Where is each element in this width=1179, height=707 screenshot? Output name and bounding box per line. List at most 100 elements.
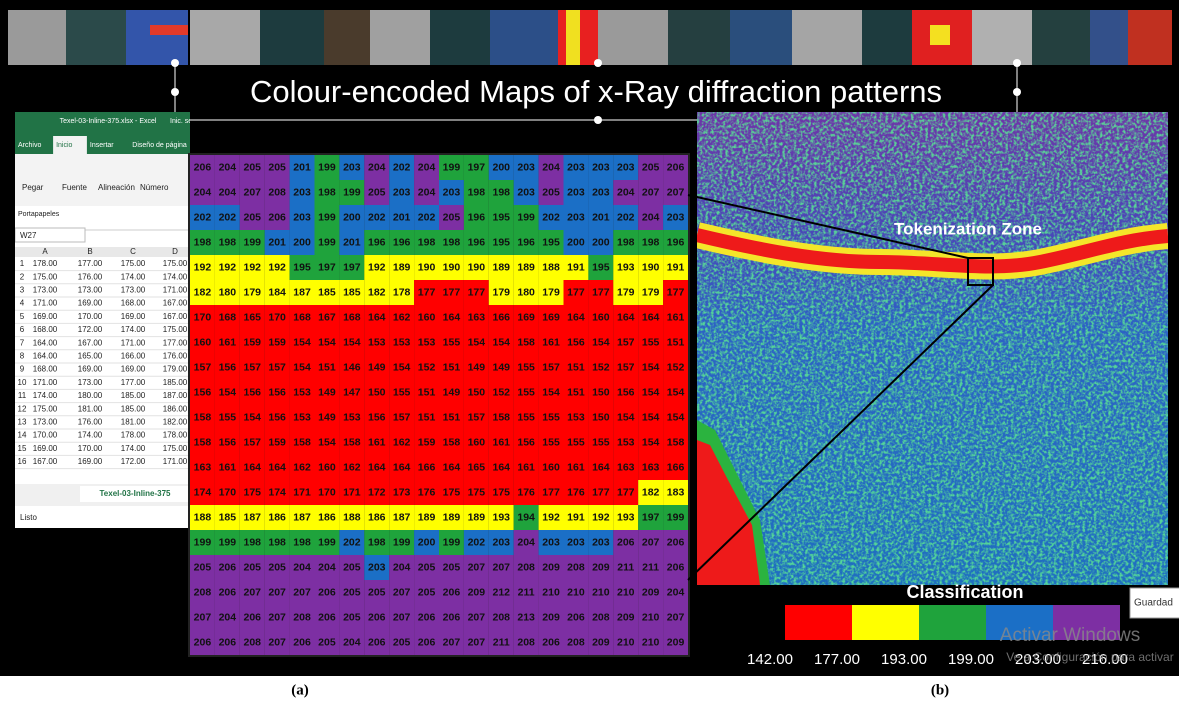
cell-value: 198 <box>468 186 486 198</box>
save-label[interactable]: Guardad <box>1134 598 1173 609</box>
cell-value: 154 <box>542 386 560 398</box>
cell-value: 192 <box>243 261 261 273</box>
cell-value: 198 <box>318 186 336 198</box>
cell-value: 173 <box>393 486 411 498</box>
cell-value: 207 <box>293 586 311 598</box>
cell-value: 160 <box>318 461 336 473</box>
cell-value: 154 <box>243 411 261 423</box>
cell-value: 207 <box>667 611 685 623</box>
ribbon-tab[interactable]: Diseño de página <box>132 142 187 149</box>
cell-value: 195 <box>542 236 560 248</box>
cell-value: 192 <box>219 261 237 273</box>
cell-value: 196 <box>368 236 386 248</box>
ribbon-tab[interactable]: Insertar <box>90 142 114 149</box>
cell-value: 195 <box>592 261 610 273</box>
cell-value: 154 <box>642 411 660 423</box>
cell-value: 206 <box>268 211 286 223</box>
cell-value: 151 <box>667 336 685 348</box>
ribbon-button[interactable]: Número <box>140 183 169 192</box>
cell-value: 205 <box>343 561 361 573</box>
name-box[interactable]: W27 <box>20 231 37 240</box>
ribbon-button[interactable]: Fuente <box>62 183 87 192</box>
cell-value: 208 <box>492 611 510 623</box>
cell-value: 164 <box>443 461 461 473</box>
cell-value: 209 <box>542 561 560 573</box>
legend-swatch <box>852 605 919 640</box>
sheet-tab[interactable]: Texel-03-Inline-375 <box>100 489 172 498</box>
cell-value: 154 <box>293 336 311 348</box>
cell-value: 207 <box>268 586 286 598</box>
cell-value: 206 <box>443 611 461 623</box>
cell-value: 203 <box>293 186 311 198</box>
cell-value: 156 <box>567 336 585 348</box>
cell-value: 203 <box>542 536 560 548</box>
cell-value: 207 <box>243 186 261 198</box>
cell-value: 147 <box>343 386 361 398</box>
row-header: 8 <box>20 352 25 361</box>
cell-value: 203 <box>443 186 461 198</box>
cell-value: 156 <box>194 386 212 398</box>
cell-value: 197 <box>642 511 660 523</box>
cell-value: 204 <box>219 161 237 173</box>
thumbnail-strip <box>8 10 1172 65</box>
cell-value: 204 <box>219 611 237 623</box>
cell-value: 204 <box>418 186 436 198</box>
cell-value: 156 <box>517 436 535 448</box>
ribbon-tab[interactable]: Inicio <box>56 142 72 149</box>
cell-value: 205 <box>243 211 261 223</box>
cell-value: 206 <box>567 611 585 623</box>
cell-value: 202 <box>468 536 486 548</box>
cell-value: 199 <box>443 161 461 173</box>
cell-value: 149 <box>318 411 336 423</box>
cell-value: 174.00 <box>121 272 146 281</box>
cell-value: 164 <box>368 461 386 473</box>
ribbon-tab[interactable]: Archivo <box>18 142 41 149</box>
cell-value: 177 <box>592 486 610 498</box>
cell-value: 157 <box>393 411 411 423</box>
cell-value: 199 <box>443 536 461 548</box>
cell-value: 158 <box>667 436 685 448</box>
cell-value: 206 <box>219 586 237 598</box>
row-header: 7 <box>20 338 25 347</box>
ribbon-button[interactable]: Pegar <box>22 183 44 192</box>
watermark: Activar Windows <box>1000 625 1140 646</box>
cell-value: 151 <box>443 411 461 423</box>
cell-value: 173.00 <box>121 286 146 295</box>
cell-value: 150 <box>592 386 610 398</box>
cell-value: 169.00 <box>78 365 103 374</box>
cell-value: 149 <box>368 361 386 373</box>
cell-value: 206 <box>368 636 386 648</box>
cell-value: 150 <box>368 386 386 398</box>
cell-value: 196 <box>667 236 685 248</box>
cell-value: 207 <box>393 611 411 623</box>
cell-value: 160 <box>194 336 212 348</box>
cell-value: 149 <box>468 361 486 373</box>
cell-value: 167.00 <box>33 457 58 466</box>
cell-value: 204 <box>343 636 361 648</box>
cell-value: 177 <box>443 286 461 298</box>
cell-value: 179.00 <box>163 365 188 374</box>
cell-value: 154 <box>318 436 336 448</box>
cell-value: 153 <box>343 411 361 423</box>
cell-value: 170 <box>268 311 286 323</box>
cell-value: 146 <box>343 361 361 373</box>
cell-value: 163 <box>468 311 486 323</box>
cell-value: 162 <box>393 436 411 448</box>
cell-value: 208 <box>293 611 311 623</box>
cell-value: 203 <box>592 161 610 173</box>
cell-value: 203 <box>567 536 585 548</box>
watermark: Ve a Configuración para activar <box>1006 650 1173 664</box>
cell-value: 153 <box>617 436 635 448</box>
cell-value: 199 <box>318 161 336 173</box>
ribbon-button[interactable]: Alineación <box>98 183 135 192</box>
cell-value: 209 <box>592 561 610 573</box>
cell-value: 182 <box>642 486 660 498</box>
cell-value: 211 <box>617 561 634 573</box>
cell-value: 207 <box>393 586 411 598</box>
cell-value: 204 <box>318 561 336 573</box>
cell-value: 157 <box>268 361 286 373</box>
cell-value: 174.00 <box>121 325 146 334</box>
cell-value: 153 <box>567 411 585 423</box>
cell-value: 165 <box>468 461 486 473</box>
cell-value: 206 <box>219 636 237 648</box>
